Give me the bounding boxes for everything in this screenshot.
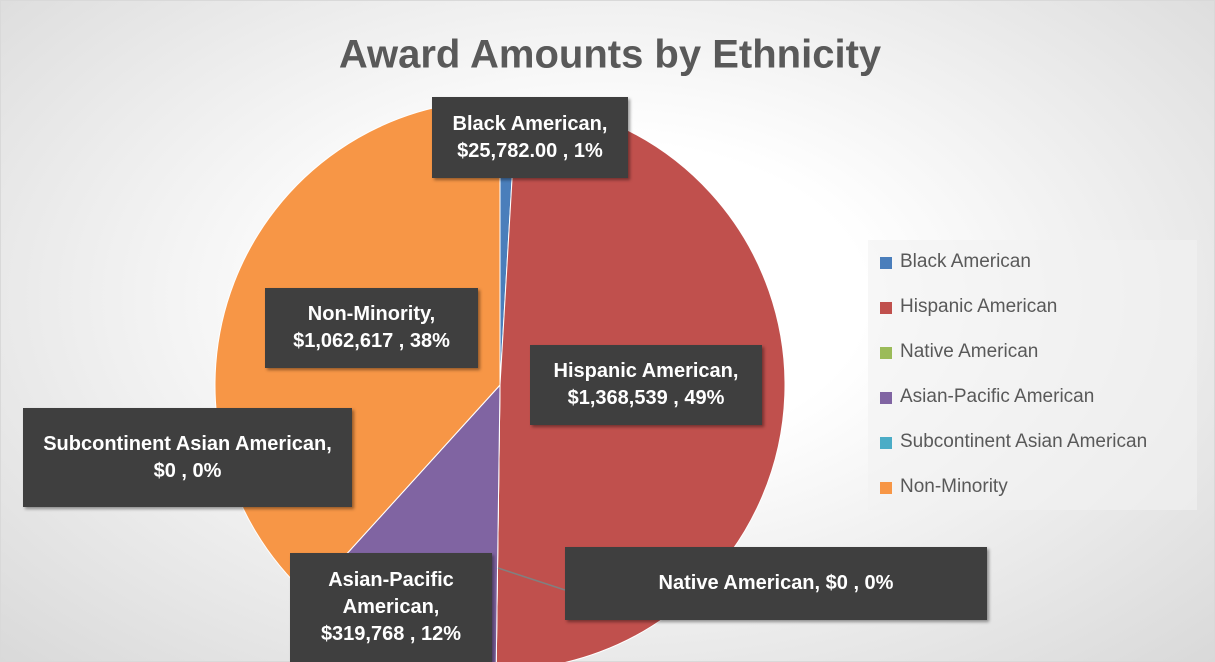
data-label: Asian-Pacific American, $319,768 , 12% (290, 553, 492, 662)
legend-label: Black American (900, 251, 1031, 272)
legend-swatch (880, 482, 892, 494)
data-label: Black American, $25,782.00 , 1% (432, 97, 628, 178)
data-label: Native American, $0 , 0% (565, 547, 987, 620)
legend-swatch (880, 347, 892, 359)
data-label: Subcontinent Asian American, $0 , 0% (23, 408, 352, 507)
legend-swatch (880, 437, 892, 449)
data-label: Hispanic American, $1,368,539 , 49% (530, 345, 762, 425)
legend-label: Non-Minority (900, 476, 1008, 497)
legend-label: Hispanic American (900, 296, 1058, 317)
chart-title: Award Amounts by Ethnicity (339, 33, 882, 77)
legend-label: Subcontinent Asian American (900, 431, 1148, 452)
legend-swatch (880, 302, 892, 314)
data-label: Non-Minority, $1,062,617 , 38% (265, 288, 478, 368)
legend-swatch (880, 257, 892, 269)
legend-label: Native American (900, 341, 1039, 362)
legend-label: Asian-Pacific American (900, 386, 1095, 407)
legend-box (868, 240, 1197, 510)
legend-swatch (880, 392, 892, 404)
leader-line (497, 567, 566, 591)
